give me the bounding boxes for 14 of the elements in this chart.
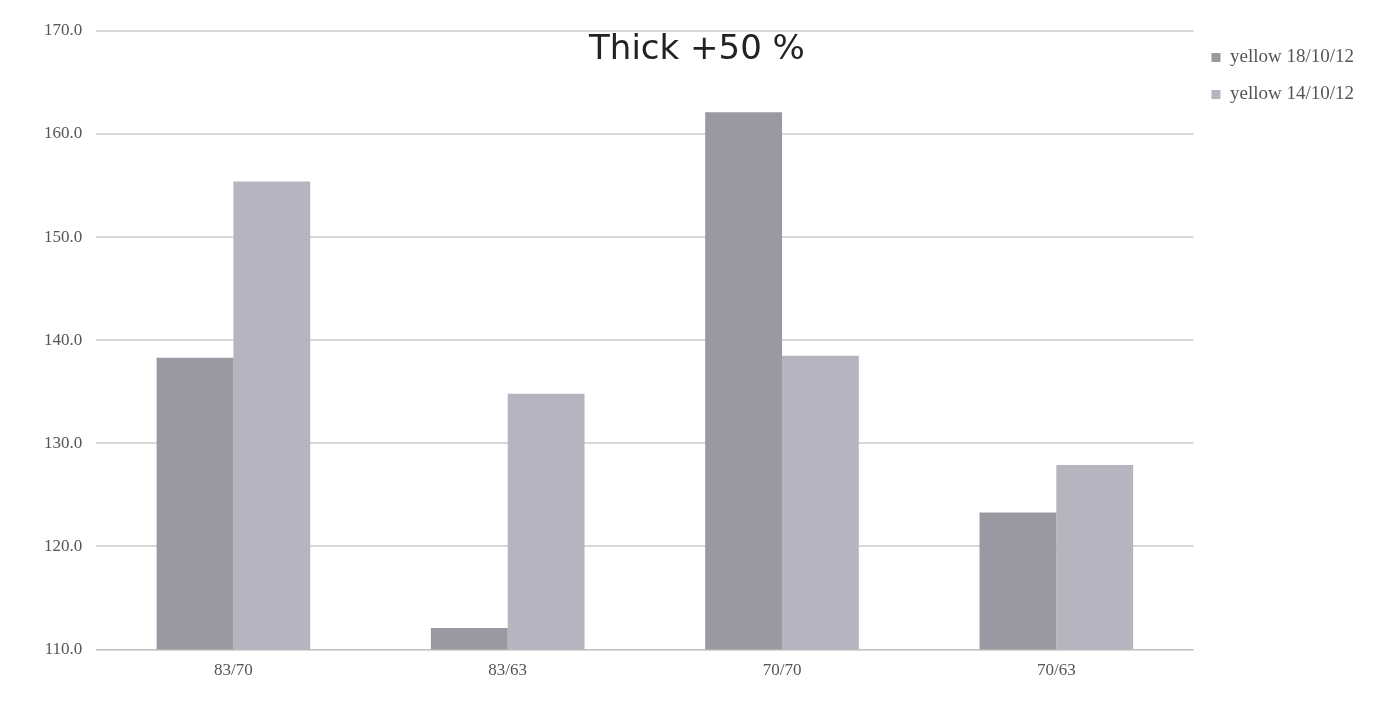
y-tick-label: 150.0 [44,226,83,246]
y-tick-label: 170.0 [44,20,83,40]
y-tick-label: 140.0 [44,329,83,349]
x-tick-label: 83/70 [214,660,253,680]
x-tick-label: 83/63 [488,660,528,680]
legend-label: yellow 18/10/12 [1229,45,1355,67]
y-tick-label: 120.0 [44,535,83,555]
x-tick-label: 70/63 [1036,660,1076,680]
x-tick-label: 70/70 [762,660,802,680]
y-tick-label: 160.0 [44,123,83,143]
chart-title: Thick +50 % [588,27,805,68]
y-tick-label: 110.0 [44,639,83,659]
y-tick-label: 130.0 [44,432,83,452]
legend-label: yellow 14/10/12 [1229,82,1355,104]
